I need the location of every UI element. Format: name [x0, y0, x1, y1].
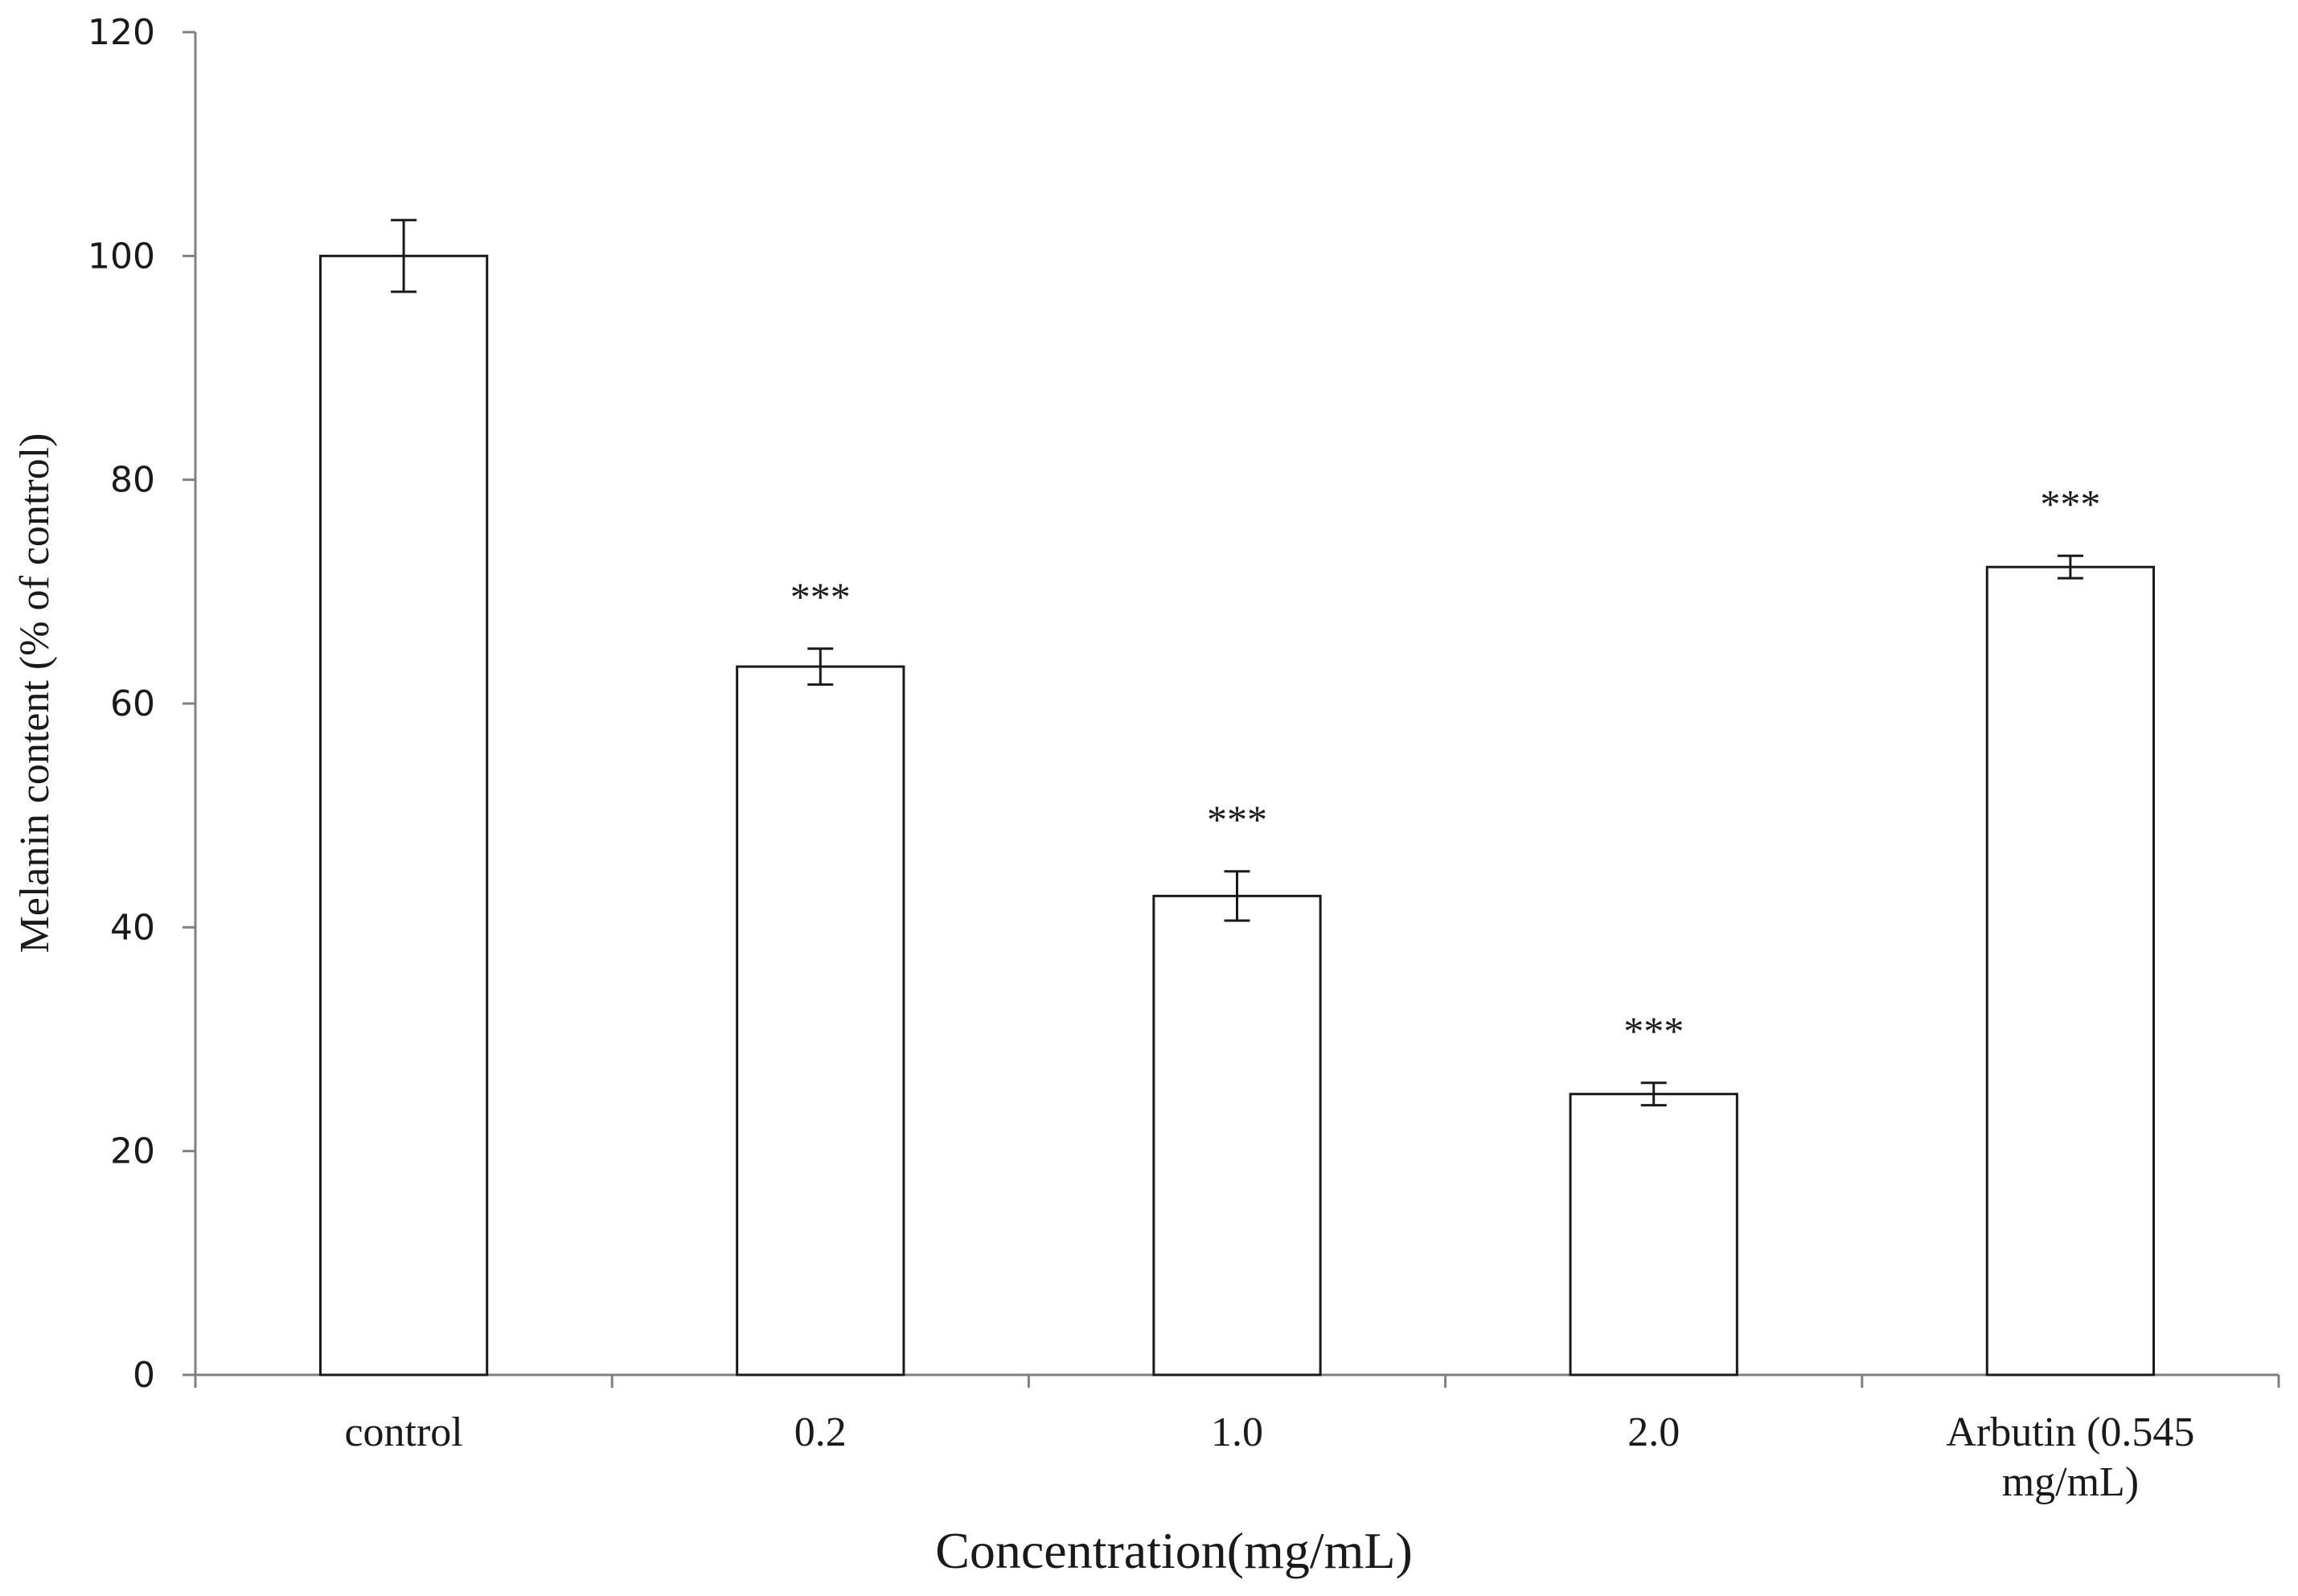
x-tick-label: control [344, 1409, 462, 1455]
x-tick-label: mg/mL) [2002, 1459, 2139, 1505]
error-bars [391, 219, 2083, 1107]
x-tick-label: 2.0 [1627, 1409, 1680, 1455]
y-tick-label: 80 [110, 460, 155, 501]
x-tick-label: Arbutin (0.545 [1946, 1409, 2194, 1455]
error-bar [391, 219, 417, 293]
bars [318, 254, 2156, 1376]
bar [1569, 1093, 1738, 1376]
significance-markers: *** *** *** *** [790, 481, 2101, 1052]
y-tick-label: 120 [88, 12, 155, 53]
error-bar [2057, 554, 2083, 580]
y-tick-label: 60 [110, 683, 155, 724]
bar [736, 665, 905, 1376]
significance-marker: *** [790, 574, 851, 619]
significance-marker: *** [1207, 797, 1267, 842]
x-ticks [194, 1375, 2280, 1388]
y-ticks: 0 20 40 60 80 100 120 [88, 12, 195, 1396]
bar [1985, 565, 2156, 1376]
x-tick-label: 0.2 [794, 1409, 847, 1455]
bar [318, 254, 489, 1376]
error-bar [1224, 870, 1250, 922]
error-bar [807, 647, 834, 686]
y-tick-label: 20 [110, 1131, 155, 1172]
y-tick-label: 40 [110, 907, 155, 948]
x-axis-title: Concentration(mg/mL) [935, 1522, 1413, 1579]
significance-marker: *** [2040, 481, 2100, 526]
error-bar [1640, 1081, 1667, 1107]
y-tick-label: 0 [133, 1355, 155, 1396]
y-axis-title: Melanin content (% of control) [12, 433, 58, 954]
y-tick-label: 100 [88, 236, 155, 277]
bar [1152, 894, 1322, 1376]
x-tick-label: 1.0 [1211, 1409, 1263, 1455]
significance-marker: *** [1623, 1008, 1684, 1053]
